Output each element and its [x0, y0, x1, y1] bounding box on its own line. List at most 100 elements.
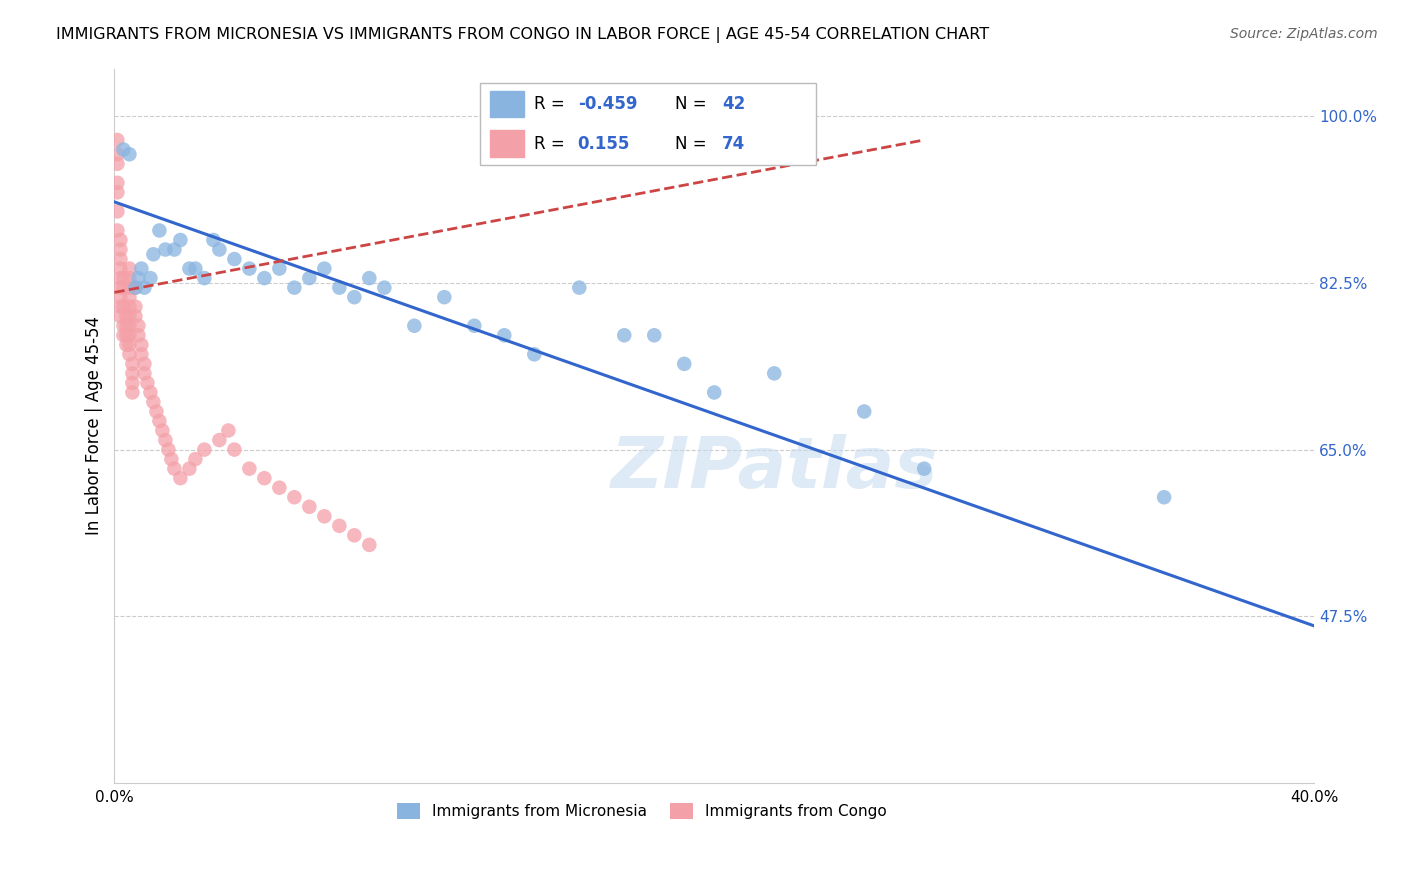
- Point: [169, 471, 191, 485]
- Point: [152, 424, 174, 438]
- Point: [238, 461, 260, 475]
- Point: [118, 328, 141, 343]
- Point: [118, 271, 141, 285]
- Point: [160, 452, 183, 467]
- Point: [224, 252, 246, 266]
- Point: [127, 271, 149, 285]
- Point: [253, 471, 276, 485]
- Point: [613, 328, 636, 343]
- Point: [157, 442, 180, 457]
- Legend: Immigrants from Micronesia, Immigrants from Congo: Immigrants from Micronesia, Immigrants f…: [391, 797, 893, 825]
- Point: [118, 310, 141, 324]
- Point: [118, 318, 141, 333]
- Point: [115, 338, 138, 352]
- Point: [115, 318, 138, 333]
- Point: [224, 442, 246, 457]
- Point: [208, 243, 231, 257]
- Point: [127, 328, 149, 343]
- Point: [124, 300, 146, 314]
- Point: [217, 424, 239, 438]
- Point: [112, 318, 135, 333]
- Point: [107, 204, 129, 219]
- Point: [110, 280, 132, 294]
- Point: [134, 280, 156, 294]
- Text: Source: ZipAtlas.com: Source: ZipAtlas.com: [1230, 27, 1378, 41]
- Point: [433, 290, 456, 304]
- Point: [155, 433, 177, 447]
- Point: [269, 261, 291, 276]
- Point: [134, 367, 156, 381]
- Point: [131, 347, 153, 361]
- Point: [184, 261, 207, 276]
- Point: [314, 261, 336, 276]
- Point: [107, 186, 129, 200]
- Point: [110, 300, 132, 314]
- Point: [145, 404, 167, 418]
- Point: [118, 347, 141, 361]
- Y-axis label: In Labor Force | Age 45-54: In Labor Force | Age 45-54: [86, 317, 103, 535]
- Point: [404, 318, 426, 333]
- Point: [298, 271, 321, 285]
- Point: [134, 357, 156, 371]
- Point: [163, 461, 186, 475]
- Point: [118, 290, 141, 304]
- Point: [853, 404, 876, 418]
- Point: [107, 176, 129, 190]
- Point: [110, 233, 132, 247]
- Point: [169, 233, 191, 247]
- Point: [124, 280, 146, 294]
- Point: [112, 271, 135, 285]
- Point: [494, 328, 516, 343]
- Point: [118, 147, 141, 161]
- Point: [184, 452, 207, 467]
- Point: [118, 280, 141, 294]
- Point: [118, 300, 141, 314]
- Point: [121, 357, 143, 371]
- Point: [912, 461, 935, 475]
- Point: [202, 233, 225, 247]
- Point: [193, 442, 215, 457]
- Point: [359, 538, 381, 552]
- Point: [107, 147, 129, 161]
- Point: [107, 157, 129, 171]
- Point: [136, 376, 159, 390]
- Point: [112, 143, 135, 157]
- Point: [179, 261, 201, 276]
- Point: [343, 528, 366, 542]
- Point: [523, 347, 546, 361]
- Point: [238, 261, 260, 276]
- Point: [163, 243, 186, 257]
- Point: [110, 290, 132, 304]
- Text: ZIPatlas: ZIPatlas: [610, 434, 938, 503]
- Point: [283, 490, 305, 504]
- Point: [298, 500, 321, 514]
- Point: [673, 357, 696, 371]
- Point: [373, 280, 395, 294]
- Point: [115, 310, 138, 324]
- Point: [107, 133, 129, 147]
- Point: [121, 367, 143, 381]
- Point: [208, 433, 231, 447]
- Point: [107, 223, 129, 237]
- Point: [118, 338, 141, 352]
- Point: [193, 271, 215, 285]
- Point: [131, 261, 153, 276]
- Point: [121, 385, 143, 400]
- Point: [118, 261, 141, 276]
- Point: [179, 461, 201, 475]
- Point: [124, 280, 146, 294]
- Point: [110, 261, 132, 276]
- Point: [110, 252, 132, 266]
- Point: [463, 318, 485, 333]
- Point: [343, 290, 366, 304]
- Point: [568, 280, 591, 294]
- Point: [643, 328, 665, 343]
- Point: [112, 328, 135, 343]
- Point: [1153, 490, 1175, 504]
- Point: [110, 271, 132, 285]
- Point: [703, 385, 725, 400]
- Point: [314, 509, 336, 524]
- Point: [110, 310, 132, 324]
- Point: [328, 518, 350, 533]
- Point: [139, 271, 162, 285]
